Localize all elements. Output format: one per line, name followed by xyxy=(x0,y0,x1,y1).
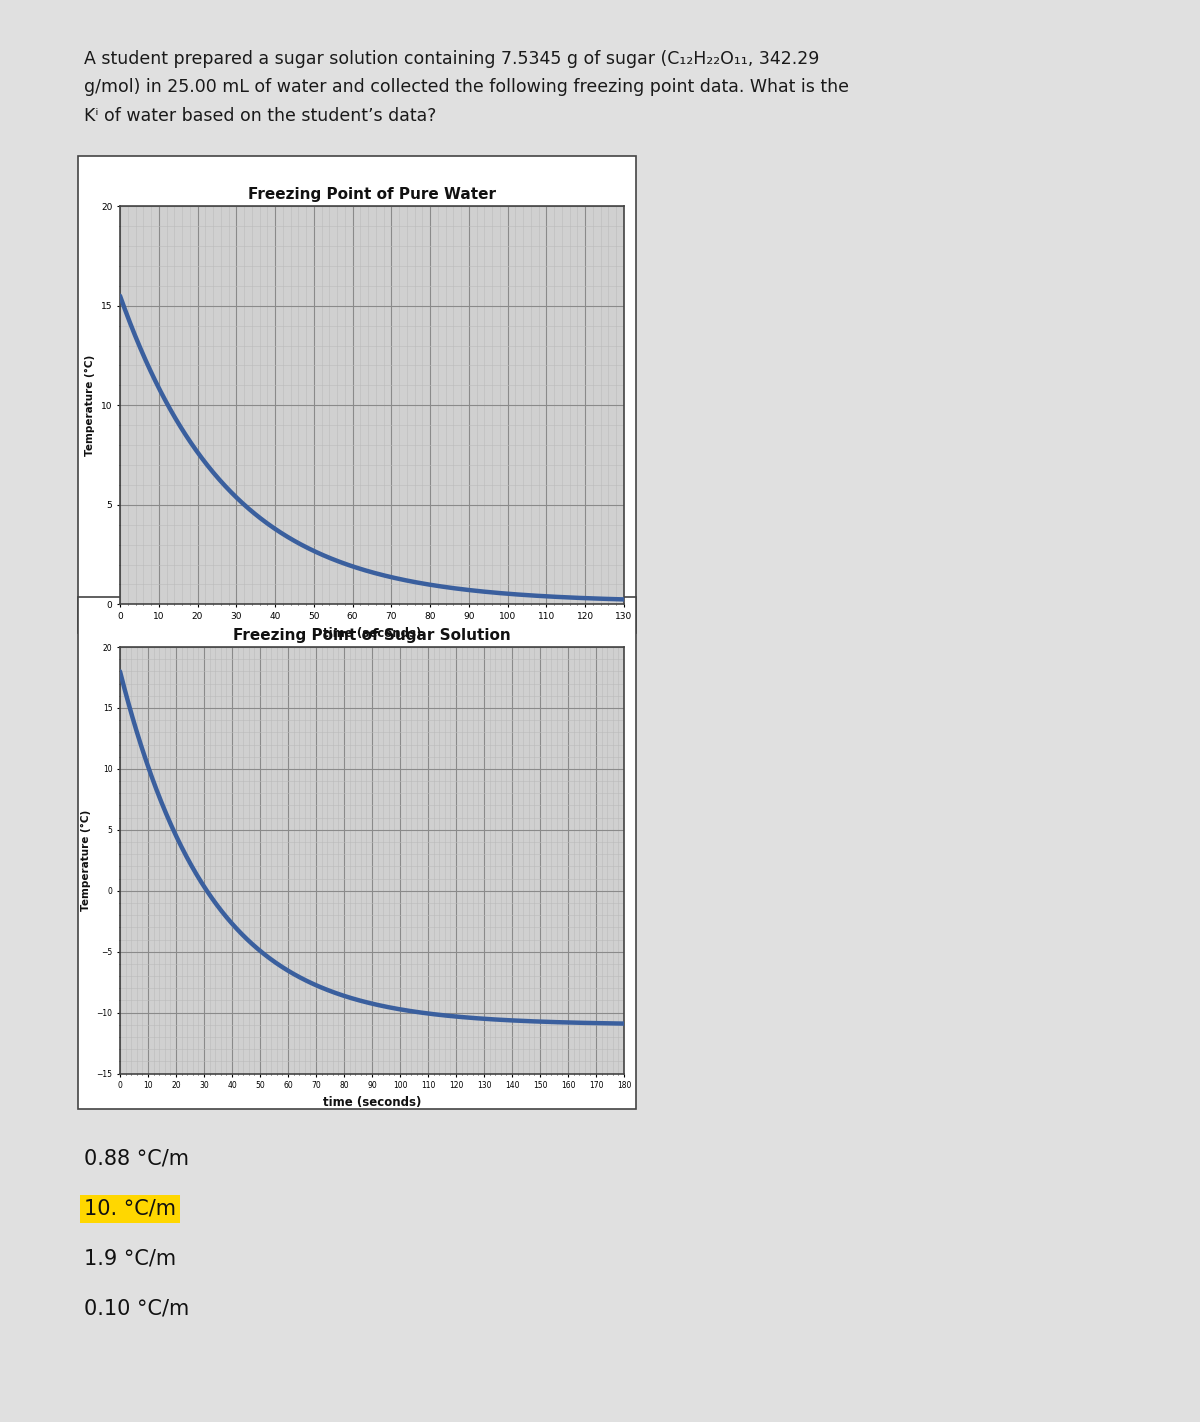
Title: Freezing Point of Pure Water: Freezing Point of Pure Water xyxy=(248,188,496,202)
Text: 0.88 °C/m: 0.88 °C/m xyxy=(84,1149,190,1169)
Text: 0.10 °C/m: 0.10 °C/m xyxy=(84,1298,190,1318)
Text: Kⁱ of water based on the student’s data?: Kⁱ of water based on the student’s data? xyxy=(84,107,437,125)
Title: Freezing Point of Sugar Solution: Freezing Point of Sugar Solution xyxy=(233,629,511,643)
Text: 10. °C/m: 10. °C/m xyxy=(84,1199,176,1219)
Text: g/mol) in 25.00 mL of water and collected the following freezing point data. Wha: g/mol) in 25.00 mL of water and collecte… xyxy=(84,78,850,97)
Text: A student prepared a sugar solution containing 7.5345 g of sugar (C₁₂H₂₂O₁₁, 342: A student prepared a sugar solution cont… xyxy=(84,50,820,68)
Text: 1.9 °C/m: 1.9 °C/m xyxy=(84,1249,176,1268)
Y-axis label: Temperature (°C): Temperature (°C) xyxy=(85,354,95,456)
X-axis label: time (seconds): time (seconds) xyxy=(323,627,421,640)
Y-axis label: Temperature (°C): Temperature (°C) xyxy=(80,809,91,912)
X-axis label: time (seconds): time (seconds) xyxy=(323,1096,421,1109)
